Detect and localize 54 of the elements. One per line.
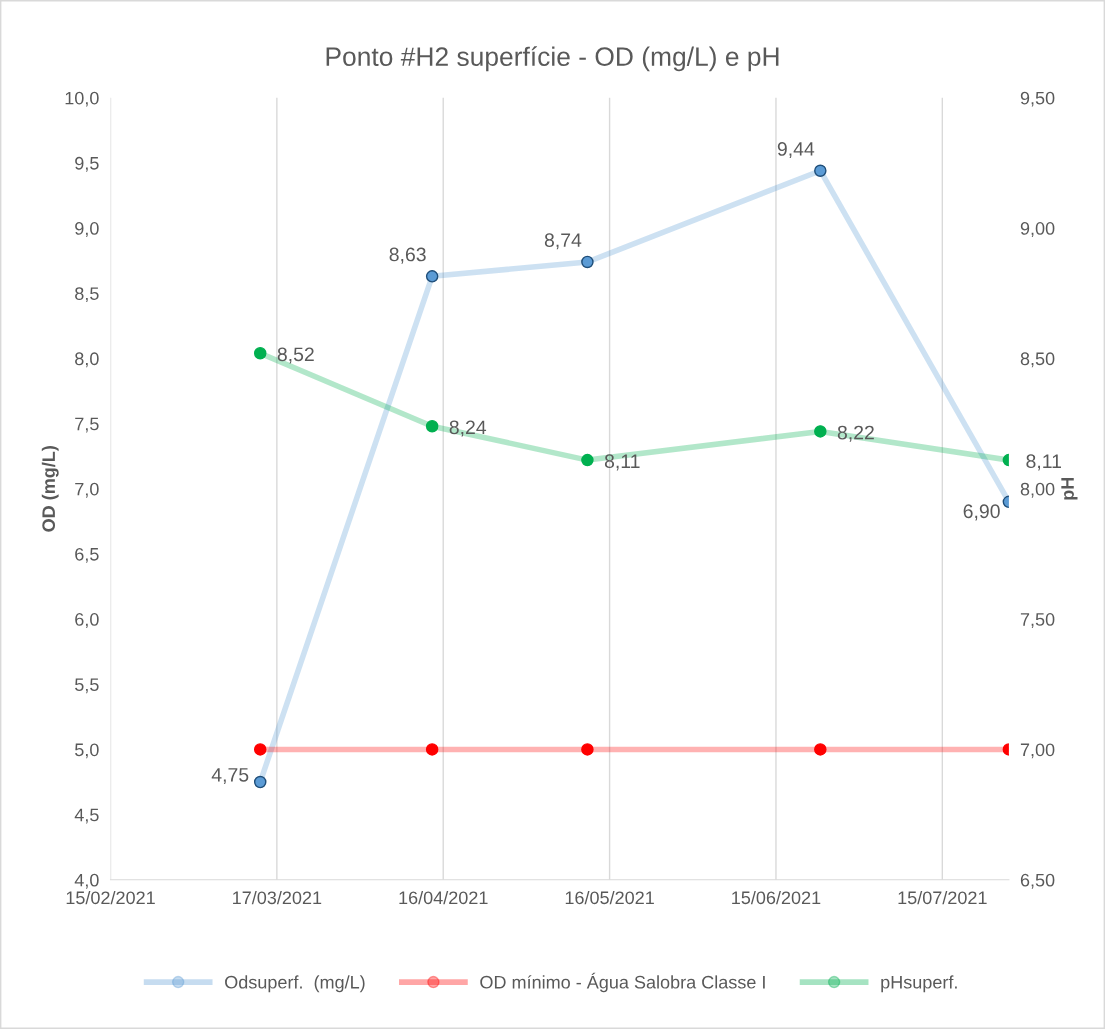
y-tick-label: 8,5 [75,287,99,303]
data-label: 8,24 [449,420,487,437]
y-tick-label: 9,0 [75,222,99,237]
point [253,743,267,756]
point [425,419,439,433]
y2-tick-label: 8,50 [1020,352,1055,368]
point [814,164,827,177]
x-tick-label: 16/05/2021 [565,890,654,905]
point [253,346,267,360]
data-label: 8,52 [277,347,314,364]
y-tick-label: 7,5 [75,417,99,433]
point [253,775,267,789]
y-tick-label: 10,0 [65,91,99,107]
y-tick-label: 8,0 [75,352,99,368]
point [581,255,594,269]
y2-tick-label: 6,50 [1020,873,1055,889]
data-label: 4,75 [211,768,249,784]
y2-tick-label: 7,50 [1020,613,1055,628]
chart-title: Ponto #H2 superfície - OD (mg/L) e pH [326,46,779,72]
data-label: 8,74 [544,233,582,250]
data-label: 8,22 [837,425,874,442]
point [581,453,594,467]
y-tick-label: 5,5 [75,678,99,694]
y2-tick-label: 9,00 [1020,222,1055,237]
y-tick-label: 5,0 [75,743,99,759]
y-tick-label: 4,5 [74,808,99,824]
y2-tick-label: 7,00 [1020,743,1055,759]
y-tick-label: 6,0 [75,613,99,628]
y-tick-label: 9,5 [75,156,99,172]
y-axis-title: OD (mg/L) [41,446,59,532]
x-tick-label: 17/03/2021 [233,890,322,905]
x-tick-label: 16/04/2021 [399,890,488,905]
legend-label: pHsuperf. [881,975,957,993]
y2-tick-label: 8,00 [1020,482,1055,498]
point [814,743,827,756]
data-label: 8,11 [604,454,640,471]
y-tick-label: 6,5 [75,547,99,563]
x-tick-label: 15/06/2021 [732,890,821,905]
data-label: 9,44 [777,142,815,159]
legend-label: OD mínimo - Água Salobra Classe I [480,972,765,993]
x-tick-label: 15/02/2021 [66,890,155,905]
data-label: 8,11 [1026,454,1061,471]
data-label: 6,90 [963,504,1000,521]
point [425,743,439,756]
point [581,743,594,756]
legend-label: Odsuperf. (mg/L) [225,975,365,993]
x-tick-label: 15/07/2021 [898,890,987,905]
y-tick-label: 7,0 [75,482,99,498]
point [814,425,827,438]
y-tick-label: 4,0 [74,873,99,889]
y2-tick-label: 9,50 [1020,91,1055,107]
data-label: 8,63 [389,247,426,264]
point [425,270,439,283]
y2-axis-title: pH [1061,477,1078,500]
